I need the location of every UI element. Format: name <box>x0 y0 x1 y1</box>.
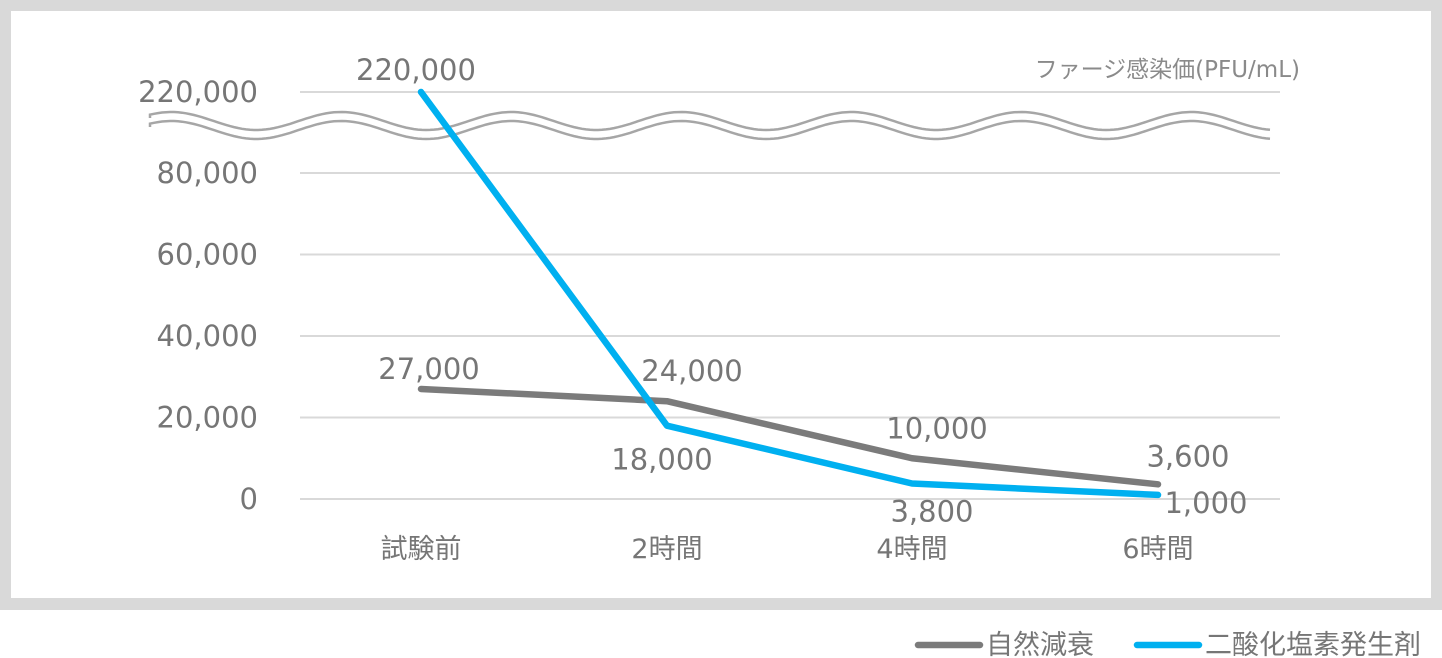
data-label: 18,000 <box>611 443 712 477</box>
series-line <box>417 88 1162 499</box>
y-tick-label: 0 <box>240 482 258 516</box>
data-label: 27,000 <box>378 352 479 386</box>
legend-label: 二酸化塩素発生剤 <box>1205 630 1421 658</box>
unit-label: ファージ感染価(PFU/mL) <box>1035 57 1300 83</box>
axis-break-mask <box>139 103 1272 145</box>
data-label: 3,600 <box>1146 439 1229 473</box>
x-axis-category-labels: 試験前 2時間 4時間 6時間 <box>381 534 1194 565</box>
x-category-label: 6時間 <box>1122 534 1193 565</box>
gridlines <box>300 91 1280 500</box>
x-category-label: 試験前 <box>381 534 462 565</box>
x-category-label: 2時間 <box>631 534 702 565</box>
axis-break-waves <box>139 103 1272 145</box>
y-tick-label: 60,000 <box>157 238 258 272</box>
legend-label: 自然減衰 <box>986 630 1094 658</box>
axis-break-wave-upper <box>148 110 1271 132</box>
legend: 自然減衰 二酸化塩素発生剤 <box>914 630 1421 658</box>
axis-break-wave-lower <box>148 119 1271 141</box>
y-axis-tick-labels: 0 20,000 40,000 60,000 80,000 220,000 <box>138 75 258 516</box>
data-label: 1,000 <box>1164 486 1247 520</box>
y-tick-label: 80,000 <box>157 156 258 190</box>
y-tick-label: 220,000 <box>138 75 258 109</box>
y-tick-label: 20,000 <box>157 401 258 435</box>
data-label: 10,000 <box>886 411 987 445</box>
data-labels: 27,000 24,000 10,000 3,600 220,000 18,000 3,80… <box>356 53 1247 529</box>
data-label: 220,000 <box>356 53 476 87</box>
data-label: 24,000 <box>641 354 742 388</box>
y-tick-label: 40,000 <box>157 319 258 353</box>
series-lines <box>417 88 1162 499</box>
data-label: 3,800 <box>890 495 973 529</box>
x-category-label: 4時間 <box>876 534 947 565</box>
series-line <box>417 385 1162 488</box>
